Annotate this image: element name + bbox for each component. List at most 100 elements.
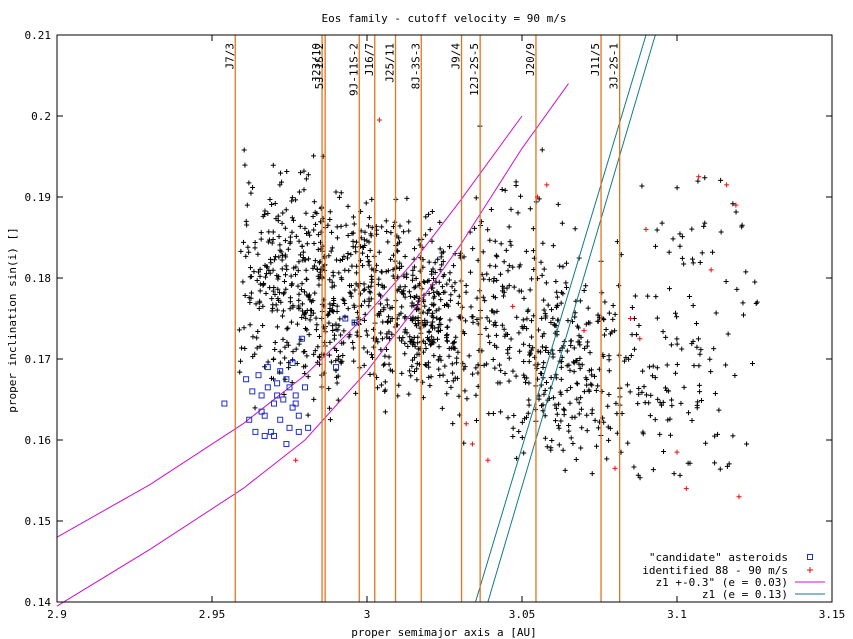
asteroid-point xyxy=(330,328,336,334)
asteroid-point xyxy=(672,310,678,316)
asteroid-point xyxy=(498,271,504,277)
asteroid-point xyxy=(699,398,705,404)
asteroid-point xyxy=(369,225,375,231)
asteroid-point xyxy=(350,345,356,351)
asteroid-point xyxy=(725,331,731,337)
asteroid-point xyxy=(567,367,573,373)
asteroid-point xyxy=(456,393,462,399)
asteroid-point xyxy=(435,290,441,296)
asteroid-point xyxy=(367,248,373,254)
asteroid-point xyxy=(505,347,511,353)
asteroid-point xyxy=(277,182,283,188)
asteroid-point xyxy=(333,321,339,327)
asteroid-point xyxy=(486,277,492,283)
asteroid-point xyxy=(506,355,512,361)
resonance-label: J9/4 xyxy=(450,43,463,70)
asteroid-point xyxy=(634,332,640,338)
asteroid-point xyxy=(272,201,278,207)
asteroid-point xyxy=(314,322,320,328)
asteroid-point xyxy=(402,351,408,357)
asteroid-point xyxy=(561,406,567,412)
asteroid-point xyxy=(421,279,427,285)
asteroid-point xyxy=(511,412,517,418)
asteroid-point xyxy=(677,472,683,478)
asteroid-point xyxy=(654,365,660,371)
asteroid-point xyxy=(329,229,335,235)
asteroid-point xyxy=(276,234,282,240)
candidate-asteroid-point xyxy=(333,364,339,371)
asteroid-point xyxy=(379,282,385,288)
asteroid-point xyxy=(571,345,577,351)
asteroid-point xyxy=(382,353,388,359)
asteroid-point xyxy=(470,246,476,252)
asteroid-point xyxy=(410,339,416,345)
asteroid-point xyxy=(272,292,278,298)
asteroid-point xyxy=(636,391,642,397)
asteroid-point xyxy=(402,327,408,333)
asteroid-point xyxy=(381,307,387,313)
asteroid-point xyxy=(402,294,408,300)
asteroid-point xyxy=(371,344,377,350)
asteroid-point xyxy=(588,367,594,373)
asteroid-point xyxy=(362,242,368,248)
asteroid-point xyxy=(543,315,549,321)
asteroid-point xyxy=(574,357,580,363)
asteroid-point xyxy=(508,206,514,212)
asteroid-point xyxy=(315,232,321,238)
asteroid-point xyxy=(296,259,302,265)
asteroid-point xyxy=(521,372,527,378)
asteroid-point xyxy=(601,317,607,323)
asteroid-point xyxy=(666,388,672,394)
asteroid-point xyxy=(334,224,340,230)
identified-asteroid-point xyxy=(736,494,742,500)
asteroid-point xyxy=(382,387,388,393)
asteroid-point xyxy=(437,354,443,360)
asteroid-point xyxy=(409,363,415,369)
asteroid-point xyxy=(519,324,525,330)
asteroid-point xyxy=(408,338,414,344)
resonance-label: J11/5 xyxy=(589,43,602,76)
asteroid-point xyxy=(606,391,612,397)
asteroid-point xyxy=(336,270,342,276)
asteroid-point xyxy=(368,273,374,279)
asteroid-point xyxy=(568,342,574,348)
asteroid-point xyxy=(252,245,258,251)
asteroid-point xyxy=(386,314,392,320)
asteroid-point xyxy=(301,364,307,370)
asteroid-point xyxy=(336,194,342,200)
identified-asteroid-point xyxy=(683,486,689,492)
asteroid-point xyxy=(554,302,560,308)
asteroid-point xyxy=(694,402,700,408)
asteroid-point xyxy=(527,206,533,212)
asteroid-point xyxy=(354,263,360,269)
asteroid-point xyxy=(263,290,269,296)
asteroid-point xyxy=(334,380,340,386)
z1-e013-line-left xyxy=(475,34,647,603)
asteroid-point xyxy=(574,396,580,402)
asteroid-point xyxy=(402,315,408,321)
asteroid-point xyxy=(366,215,372,221)
asteroid-point xyxy=(245,244,251,250)
candidate-asteroid-point xyxy=(221,400,228,407)
asteroid-point xyxy=(428,322,434,328)
asteroid-point xyxy=(306,332,312,338)
asteroid-point xyxy=(309,308,315,314)
asteroid-point xyxy=(274,324,280,330)
asteroid-point xyxy=(436,344,442,350)
asteroid-point xyxy=(430,310,436,316)
asteroid-point xyxy=(283,286,289,292)
asteroid-point xyxy=(376,249,382,255)
asteroid-point xyxy=(345,255,351,261)
resonance-label: 8J-3S-3 xyxy=(409,43,422,89)
asteroid-point xyxy=(436,366,442,372)
asteroid-point xyxy=(429,323,435,329)
highlighted-series-points xyxy=(221,117,742,500)
asteroid-point xyxy=(266,229,272,235)
asteroid-point xyxy=(384,302,390,308)
asteroid-point xyxy=(541,391,547,397)
asteroid-point xyxy=(429,334,435,340)
asteroid-point xyxy=(473,365,479,371)
asteroid-point xyxy=(290,357,296,363)
asteroid-point xyxy=(444,333,450,339)
asteroid-point xyxy=(299,301,305,307)
